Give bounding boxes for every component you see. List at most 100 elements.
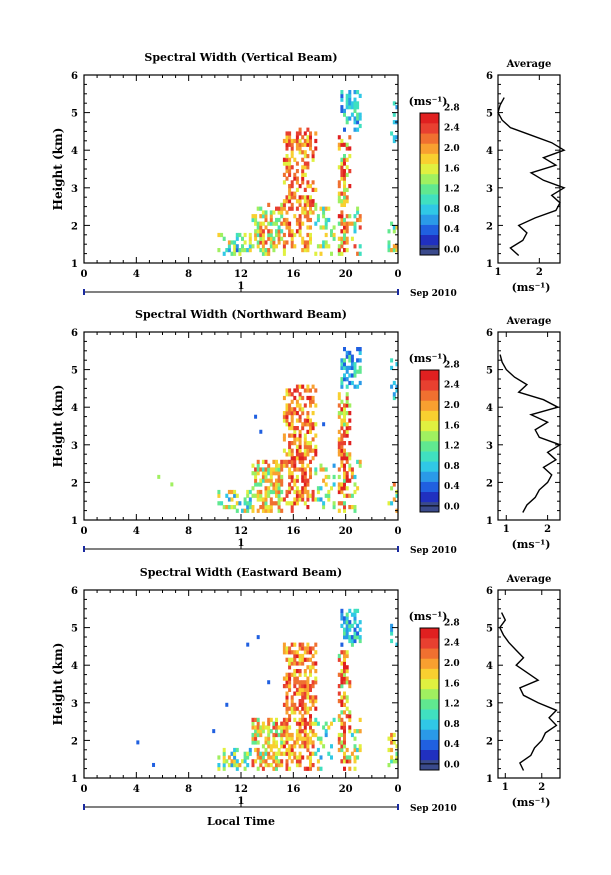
heatmap-cell [288,403,292,408]
heatmap-cell [298,452,302,457]
heatmap-cell [332,236,336,241]
heatmap-cell [340,105,344,110]
heatmap-cell [267,493,271,498]
heatmap-cell [301,702,305,707]
heatmap-cell [259,493,263,498]
heatmap-cell [288,467,292,472]
colorbar-swatch [420,648,439,659]
heatmap-cell [309,441,312,446]
heatmap-cell [303,471,307,476]
heatmap-cell [280,463,284,468]
colorbar-tick-label: 2.4 [444,381,460,391]
heatmap-cell [288,131,292,136]
heatmap-cell [280,214,284,219]
heatmap-cell [319,251,323,256]
y-tick-label: 2 [71,221,78,232]
heatmap-cell [343,620,346,625]
x-tick-label: 0 [395,784,402,795]
heatmap-cell [251,736,255,741]
heatmap-cell [314,403,318,408]
heatmap-cell [293,437,297,442]
heatmap-cell [264,505,268,510]
heatmap-cell [322,206,326,211]
heatmap-cell [282,180,286,185]
heatmap-cell [301,169,305,174]
heatmap-cell [285,142,289,147]
heatmap-cell [314,721,318,726]
heatmap-cell [301,691,305,696]
heatmap-cell [343,766,346,771]
heatmap-cell [343,669,346,674]
heatmap-cell [343,616,346,621]
heatmap-cell [288,388,292,393]
heatmap-cell [282,433,286,438]
heatmap-cell [259,751,263,756]
heatmap-cell [358,350,362,355]
heatmap-cell [348,146,352,151]
heatmap-cell [348,729,352,734]
heatmap-cell [293,456,297,461]
heatmap-cell [348,452,352,457]
heatmap-cell [225,493,229,498]
heatmap-cell [348,441,352,446]
heatmap-cell [293,395,297,401]
x-tick-label: 12 [234,784,248,795]
heatmap-cell [293,463,297,468]
heatmap-cell [293,740,297,745]
heatmap-cell [251,217,255,223]
heatmap-cell [356,747,360,753]
heatmap-cell [356,608,360,613]
heatmap-cell [259,759,263,764]
heatmap-cell [295,176,299,181]
heatmap-cell [314,732,318,738]
heatmap-cell [343,680,346,685]
heatmap-cell [337,736,341,741]
colorbar-swatch [420,153,439,165]
heatmap-cell [248,497,252,502]
heatmap-cell [293,433,297,438]
heatmap-cell [285,650,289,655]
heatmap-cell [282,240,286,245]
heatmap-cell [298,642,302,647]
heatmap-cell [269,729,273,734]
heatmap-cell [390,221,394,226]
heatmap-cell [290,165,294,170]
heatmap-cell [280,478,284,483]
heatmap-cell [290,399,294,404]
colorbar-swatch [420,173,439,185]
heatmap-cell [343,240,346,245]
heatmap-cell [303,672,307,677]
heatmap-cell [261,478,265,483]
heatmap-cells [217,90,399,256]
heatmap-cell [337,392,341,397]
heatmap-cell [254,729,258,734]
heatmap-cell [316,486,320,491]
heatmap-cell [309,474,312,480]
heatmap-cell [295,474,299,480]
average-y-tick-label: 4 [486,661,493,672]
colorbar-tick-label: 0.4 [444,225,460,235]
heatmap-cell [288,471,292,476]
heatmap-cell [301,695,305,700]
heatmap-cell [309,714,312,719]
heatmap-cell [222,751,226,756]
y-tick-label: 6 [71,71,78,82]
heatmap-cell [267,229,271,234]
heatmap-cell [298,437,302,442]
heatmap-cell [345,433,349,438]
heatmap-cell [298,184,302,189]
date-label: Sep 2010 [410,546,457,556]
heatmap-cell [267,736,271,741]
heatmap-cell [285,403,289,408]
heatmap-cell [288,486,292,491]
heatmap-cell [330,744,333,749]
heatmap-cell [233,248,237,253]
heatmap-cell [290,191,294,196]
heatmap-cell [303,467,307,472]
heatmap-cell [343,169,346,174]
heatmap-cell [275,729,278,734]
heatmap-cell [298,146,302,151]
heatmap-cell [295,653,299,659]
heatmap-cell [282,251,286,256]
heatmap-cell [280,725,284,730]
